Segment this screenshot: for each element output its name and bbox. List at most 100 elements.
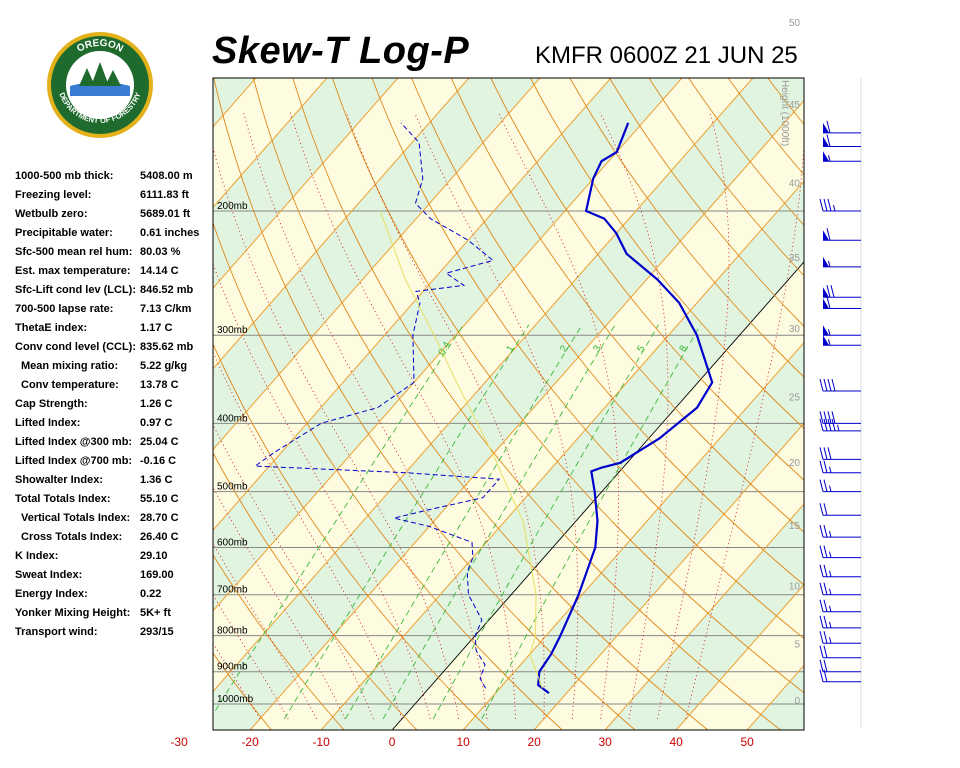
temperature-band bbox=[0, 78, 43, 730]
index-value: 5.22 g/kg bbox=[140, 360, 188, 372]
dry-adiabat-line bbox=[252, 78, 709, 730]
moist-adiabat-line bbox=[685, 136, 804, 720]
dry-adiabat-line bbox=[648, 78, 804, 277]
isotherm-line bbox=[675, 583, 804, 730]
temperature-tick-label: 40 bbox=[669, 735, 683, 749]
isotherm-line bbox=[0, 78, 185, 730]
dry-adiabat-line bbox=[0, 78, 199, 730]
isotherm-line bbox=[213, 78, 754, 693]
wind-barb-feather bbox=[823, 669, 828, 682]
wind-barb-feather bbox=[819, 525, 824, 538]
index-label: Lifted Index @300 mb: bbox=[15, 436, 133, 448]
wind-barb bbox=[819, 411, 861, 424]
index-row: Cross Totals Index: 26.40 C bbox=[15, 529, 215, 548]
wind-barb-half-feather bbox=[833, 204, 836, 212]
dry-adiabat-line bbox=[847, 78, 960, 730]
isotherm-line bbox=[213, 78, 541, 451]
index-row: Showalter Index: 1.36 C bbox=[15, 472, 215, 491]
dry-adiabat-line bbox=[332, 78, 804, 694]
dry-adiabat-line bbox=[688, 78, 804, 226]
dry-adiabat-line bbox=[807, 78, 960, 730]
height-tick-label: 45 bbox=[789, 100, 801, 111]
wind-barb-feather bbox=[823, 460, 828, 473]
isotherm-line bbox=[213, 78, 328, 209]
index-value: 13.78 C bbox=[140, 379, 179, 391]
index-label: Yonker Mixing Height: bbox=[15, 607, 131, 619]
index-row: Est. max temperature: 14.14 C bbox=[15, 263, 215, 282]
wind-barb-half-feather bbox=[828, 260, 831, 267]
wind-barb-feather bbox=[823, 503, 828, 516]
wind-barb-half-feather bbox=[829, 570, 832, 577]
dry-adiabat-line bbox=[213, 221, 563, 730]
wind-barb-feather bbox=[819, 503, 824, 516]
isotherm-line bbox=[0, 78, 43, 730]
wind-barb bbox=[823, 256, 861, 268]
dry-adiabat-line bbox=[450, 78, 804, 533]
height-tick-label: 15 bbox=[789, 521, 801, 532]
wind-barb-feather bbox=[827, 411, 832, 424]
isotherm-line bbox=[818, 78, 960, 730]
wind-barb-feather bbox=[819, 582, 824, 595]
index-value: 5689.01 ft bbox=[140, 208, 191, 220]
isotherm-line bbox=[213, 78, 612, 531]
isotherm-line bbox=[213, 78, 683, 612]
wind-barb bbox=[819, 418, 861, 432]
index-value: 5K+ ft bbox=[140, 607, 171, 619]
dewpoint-profile-line bbox=[253, 122, 501, 689]
index-row: Total Totals Index: 55.10 C bbox=[15, 491, 215, 510]
wind-barb-feather bbox=[823, 582, 828, 595]
wind-barb-half-feather bbox=[828, 329, 831, 336]
mixing-ratio-label: 2 bbox=[558, 343, 571, 354]
index-value: 1.36 C bbox=[140, 474, 173, 486]
wind-barb bbox=[819, 645, 861, 659]
wind-barb-half-feather bbox=[829, 621, 832, 629]
index-label: Conv temperature: bbox=[21, 379, 119, 391]
wind-barb-flag bbox=[823, 335, 829, 346]
wind-barb bbox=[819, 525, 861, 538]
mixing-ratio-line bbox=[213, 324, 464, 716]
dry-adiabat-line bbox=[887, 78, 960, 730]
isotherm-line bbox=[249, 99, 804, 730]
wind-barb-feather bbox=[819, 545, 824, 558]
index-row: Sweat Index: 169.00 bbox=[15, 567, 215, 586]
index-row: Lifted Index @300 mb: 25.04 C bbox=[15, 434, 215, 453]
svg-text:OREGON: OREGON bbox=[75, 38, 125, 55]
pressure-label: 400mb bbox=[217, 413, 248, 424]
index-row: Lifted Index @700 mb: -0.16 C bbox=[15, 453, 215, 472]
wind-barb-flag bbox=[823, 287, 829, 298]
wind-barb bbox=[819, 582, 861, 596]
wind-barb-half-feather bbox=[837, 424, 840, 432]
temperature-tick-label: -30 bbox=[170, 735, 188, 749]
isotherm-line bbox=[213, 78, 399, 289]
wind-barb-feather bbox=[819, 669, 824, 682]
index-row: Sfc-500 mean rel hum: 80.03 % bbox=[15, 244, 215, 263]
wind-barb-feather bbox=[819, 378, 824, 392]
index-row: Freezing level: 6111.83 ft bbox=[15, 187, 215, 206]
isotherm-line bbox=[604, 503, 804, 730]
index-value: 846.52 mb bbox=[140, 284, 194, 296]
index-row: K Index: 29.10 bbox=[15, 548, 215, 567]
wind-barb-feather bbox=[823, 418, 828, 432]
wind-barb bbox=[823, 151, 861, 162]
index-row: Cap Strength: 1.26 C bbox=[15, 396, 215, 415]
wind-barb-feather bbox=[831, 418, 836, 432]
wind-barb bbox=[819, 503, 861, 516]
wind-barb-half-feather bbox=[829, 485, 832, 492]
wind-barb-feather bbox=[819, 645, 824, 658]
temperature-tick-label: 10 bbox=[456, 735, 470, 749]
index-label: Precipitable water: bbox=[15, 227, 113, 239]
temperature-tick-label: -10 bbox=[312, 735, 330, 749]
wind-barb-feather bbox=[819, 198, 824, 212]
height-tick-label: 5 bbox=[794, 640, 800, 651]
wind-barb bbox=[823, 134, 861, 147]
index-label: Freezing level: bbox=[15, 189, 92, 201]
index-value: -0.16 C bbox=[140, 455, 177, 467]
temperature-band bbox=[0, 78, 114, 730]
wind-barb-feather bbox=[823, 645, 828, 658]
wind-barb-feather bbox=[823, 599, 828, 612]
wind-barb-feather bbox=[827, 198, 832, 212]
index-label: ThetaE index: bbox=[15, 322, 88, 334]
index-label: Lifted Index @700 mb: bbox=[15, 455, 133, 467]
index-value: 80.03 % bbox=[140, 246, 181, 258]
wind-barb-half-feather bbox=[828, 339, 831, 346]
